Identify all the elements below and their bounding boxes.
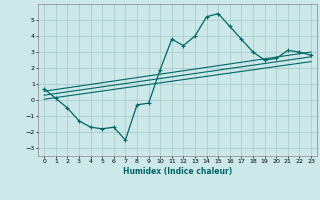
X-axis label: Humidex (Indice chaleur): Humidex (Indice chaleur) — [123, 167, 232, 176]
